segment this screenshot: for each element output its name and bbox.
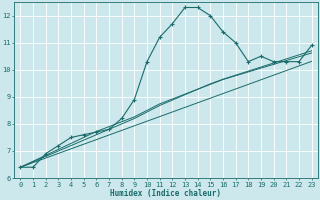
X-axis label: Humidex (Indice chaleur): Humidex (Indice chaleur) (110, 189, 221, 198)
